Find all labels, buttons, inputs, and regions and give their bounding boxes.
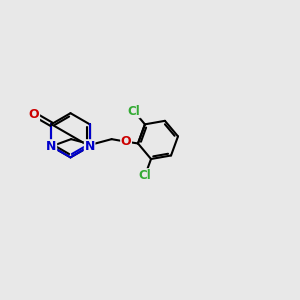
Text: Cl: Cl bbox=[128, 105, 140, 118]
Text: N: N bbox=[46, 140, 57, 153]
Text: O: O bbox=[29, 108, 40, 121]
Text: N: N bbox=[84, 140, 95, 153]
Text: O: O bbox=[121, 135, 131, 148]
Text: Cl: Cl bbox=[139, 169, 152, 182]
